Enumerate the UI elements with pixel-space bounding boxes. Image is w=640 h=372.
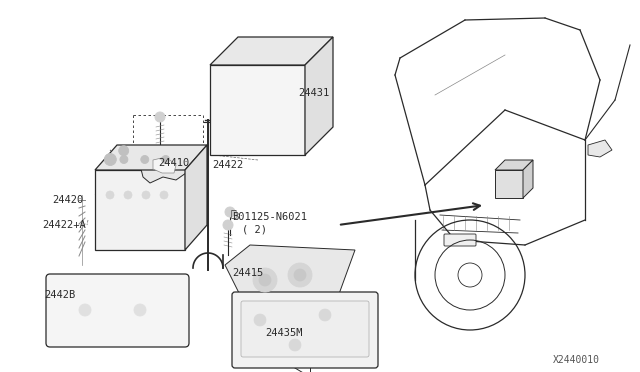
Text: 24422+A: 24422+A xyxy=(42,220,86,230)
FancyBboxPatch shape xyxy=(232,292,378,368)
Polygon shape xyxy=(210,65,305,155)
Polygon shape xyxy=(185,145,207,250)
Polygon shape xyxy=(305,37,333,155)
Text: 24422: 24422 xyxy=(212,160,243,170)
Polygon shape xyxy=(495,160,533,170)
Text: 24431: 24431 xyxy=(298,88,329,98)
Circle shape xyxy=(223,220,233,230)
Circle shape xyxy=(254,314,266,326)
Circle shape xyxy=(118,146,129,156)
Circle shape xyxy=(155,112,165,122)
Text: 24410: 24410 xyxy=(158,158,189,168)
Text: B01125-N6021: B01125-N6021 xyxy=(232,212,307,222)
Polygon shape xyxy=(95,170,185,250)
Circle shape xyxy=(124,191,132,199)
Circle shape xyxy=(259,274,271,286)
Circle shape xyxy=(134,304,146,316)
Polygon shape xyxy=(153,157,176,173)
Polygon shape xyxy=(588,140,612,157)
Polygon shape xyxy=(523,160,533,198)
FancyBboxPatch shape xyxy=(241,301,369,357)
Text: X2440010: X2440010 xyxy=(553,355,600,365)
Polygon shape xyxy=(210,37,333,65)
Text: ( 2): ( 2) xyxy=(242,224,267,234)
Circle shape xyxy=(142,191,150,199)
Circle shape xyxy=(319,309,331,321)
Polygon shape xyxy=(495,170,523,198)
Circle shape xyxy=(289,339,301,351)
Circle shape xyxy=(79,304,91,316)
Circle shape xyxy=(294,269,306,281)
Polygon shape xyxy=(225,245,355,315)
Polygon shape xyxy=(140,147,186,183)
Circle shape xyxy=(288,263,312,287)
FancyBboxPatch shape xyxy=(46,274,189,347)
Text: 24415: 24415 xyxy=(232,268,263,278)
Text: 2442B: 2442B xyxy=(44,290,76,300)
FancyBboxPatch shape xyxy=(444,234,476,246)
Circle shape xyxy=(160,191,168,199)
Circle shape xyxy=(106,191,114,199)
Circle shape xyxy=(120,155,128,164)
Circle shape xyxy=(253,268,277,292)
Circle shape xyxy=(162,155,170,164)
Text: 24420: 24420 xyxy=(52,195,83,205)
Text: Ⓑ: Ⓑ xyxy=(230,208,236,218)
Text: 24435M: 24435M xyxy=(265,328,303,338)
Circle shape xyxy=(225,207,235,217)
Polygon shape xyxy=(95,145,207,170)
Circle shape xyxy=(141,155,148,164)
Circle shape xyxy=(104,154,116,166)
